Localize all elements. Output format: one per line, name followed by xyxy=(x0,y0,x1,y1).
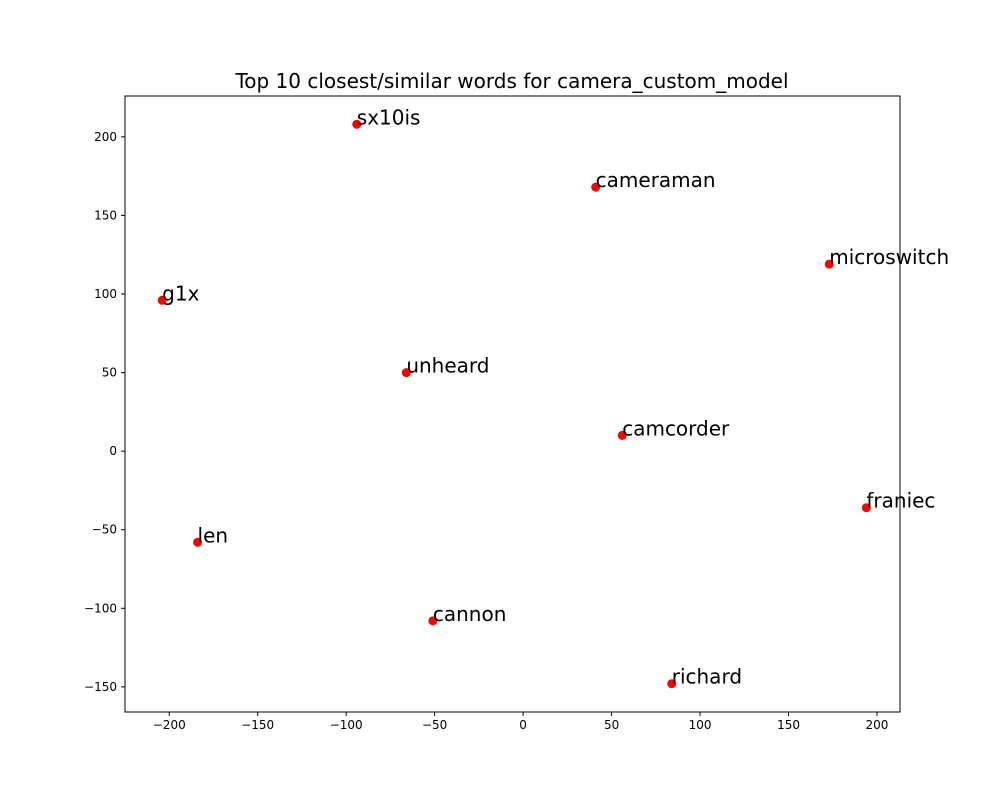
chart-title: Top 10 closest/similar words for camera_… xyxy=(234,69,788,93)
x-tick-label: −200 xyxy=(153,718,186,732)
point-label: camcorder xyxy=(622,416,730,440)
data-point xyxy=(861,503,871,513)
data-point xyxy=(617,430,627,440)
data-points xyxy=(157,119,871,689)
y-tick-label: 50 xyxy=(102,366,117,380)
x-tick-label: 100 xyxy=(689,718,712,732)
data-point xyxy=(667,679,677,689)
x-tick-label: 0 xyxy=(519,718,527,732)
data-point xyxy=(401,368,411,378)
x-tick-label: 50 xyxy=(604,718,619,732)
x-tick-label: −150 xyxy=(241,718,274,732)
point-label: cameraman xyxy=(596,168,716,192)
point-label: franiec xyxy=(866,489,935,513)
y-tick-label: −100 xyxy=(84,601,117,615)
point-label: unheard xyxy=(406,354,489,378)
y-tick-label: −50 xyxy=(92,523,117,537)
plot-frame xyxy=(124,95,901,713)
x-tick-label: 150 xyxy=(777,718,800,732)
data-point xyxy=(193,537,203,547)
y-tick-label: −150 xyxy=(84,680,117,694)
y-tick-label: 150 xyxy=(94,208,117,222)
y-tick-label: 100 xyxy=(94,287,117,301)
point-labels: sx10is cameraman microswitch g1x unheard camc… xyxy=(162,105,949,688)
point-label: len xyxy=(198,523,229,547)
y-tick-label: 0 xyxy=(109,444,117,458)
y-axis: −150 −100 −50 0 50 100 150 200 xyxy=(84,130,125,694)
point-label: microswitch xyxy=(829,245,949,269)
point-label: sx10is xyxy=(357,105,421,129)
x-axis: −200 −150 −100 −50 0 50 100 150 200 xyxy=(153,712,889,732)
data-point xyxy=(157,295,167,305)
point-label: richard xyxy=(672,665,742,689)
data-point xyxy=(428,616,438,626)
data-point xyxy=(352,119,362,129)
data-point xyxy=(824,259,834,269)
point-label: cannon xyxy=(433,602,507,626)
x-tick-label: −50 xyxy=(422,718,447,732)
point-label: g1x xyxy=(162,281,199,305)
y-tick-label: 200 xyxy=(94,130,117,144)
data-point xyxy=(591,182,601,192)
x-tick-label: 200 xyxy=(866,718,889,732)
x-tick-label: −100 xyxy=(330,718,363,732)
